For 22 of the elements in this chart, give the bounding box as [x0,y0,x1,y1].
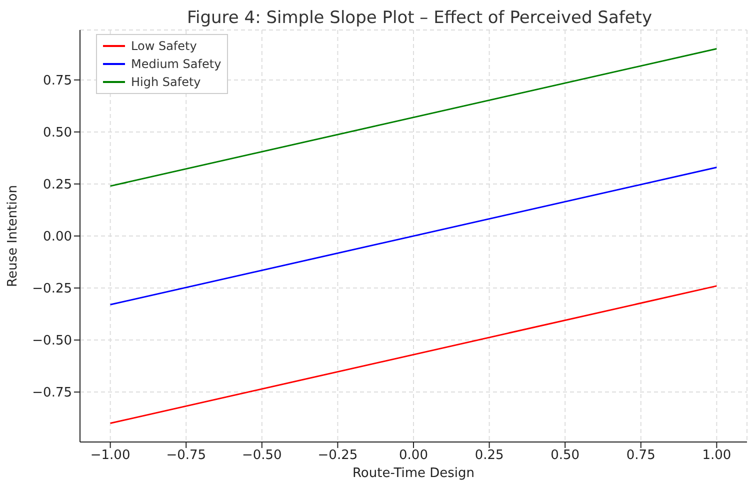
y-tick-label: −0.50 [32,334,72,349]
y-tick-label: 0.50 [43,126,72,141]
y-axis-title: Reuse Intention [6,185,21,287]
x-tick-label: 0.25 [474,448,504,464]
y-tick-label: −0.25 [32,282,72,297]
x-tick-label: −1.00 [90,448,130,464]
y-tick-label: −0.75 [32,386,72,401]
x-tick-label: 0.00 [399,448,428,464]
x-tick-label: −0.25 [318,448,358,464]
x-tick-label: 0.50 [550,448,580,464]
legend-label: Low Safety [131,38,197,55]
y-tick-label: 0.75 [43,74,72,89]
x-tick-label: 1.00 [702,448,732,464]
y-tick-label: 0.25 [43,178,72,193]
chart-title: Figure 4: Simple Slope Plot – Effect of Perceived Safety [186,8,654,28]
x-tick-label: −0.50 [242,448,282,464]
x-tick-label: −0.75 [166,448,206,464]
x-tick-label: 0.75 [626,448,656,464]
legend-label: High Safety [131,74,201,91]
legend-label: Medium Safety [131,56,222,73]
y-tick-label: 0.00 [43,230,72,245]
x-axis-title: Route-Time Design [352,466,475,481]
